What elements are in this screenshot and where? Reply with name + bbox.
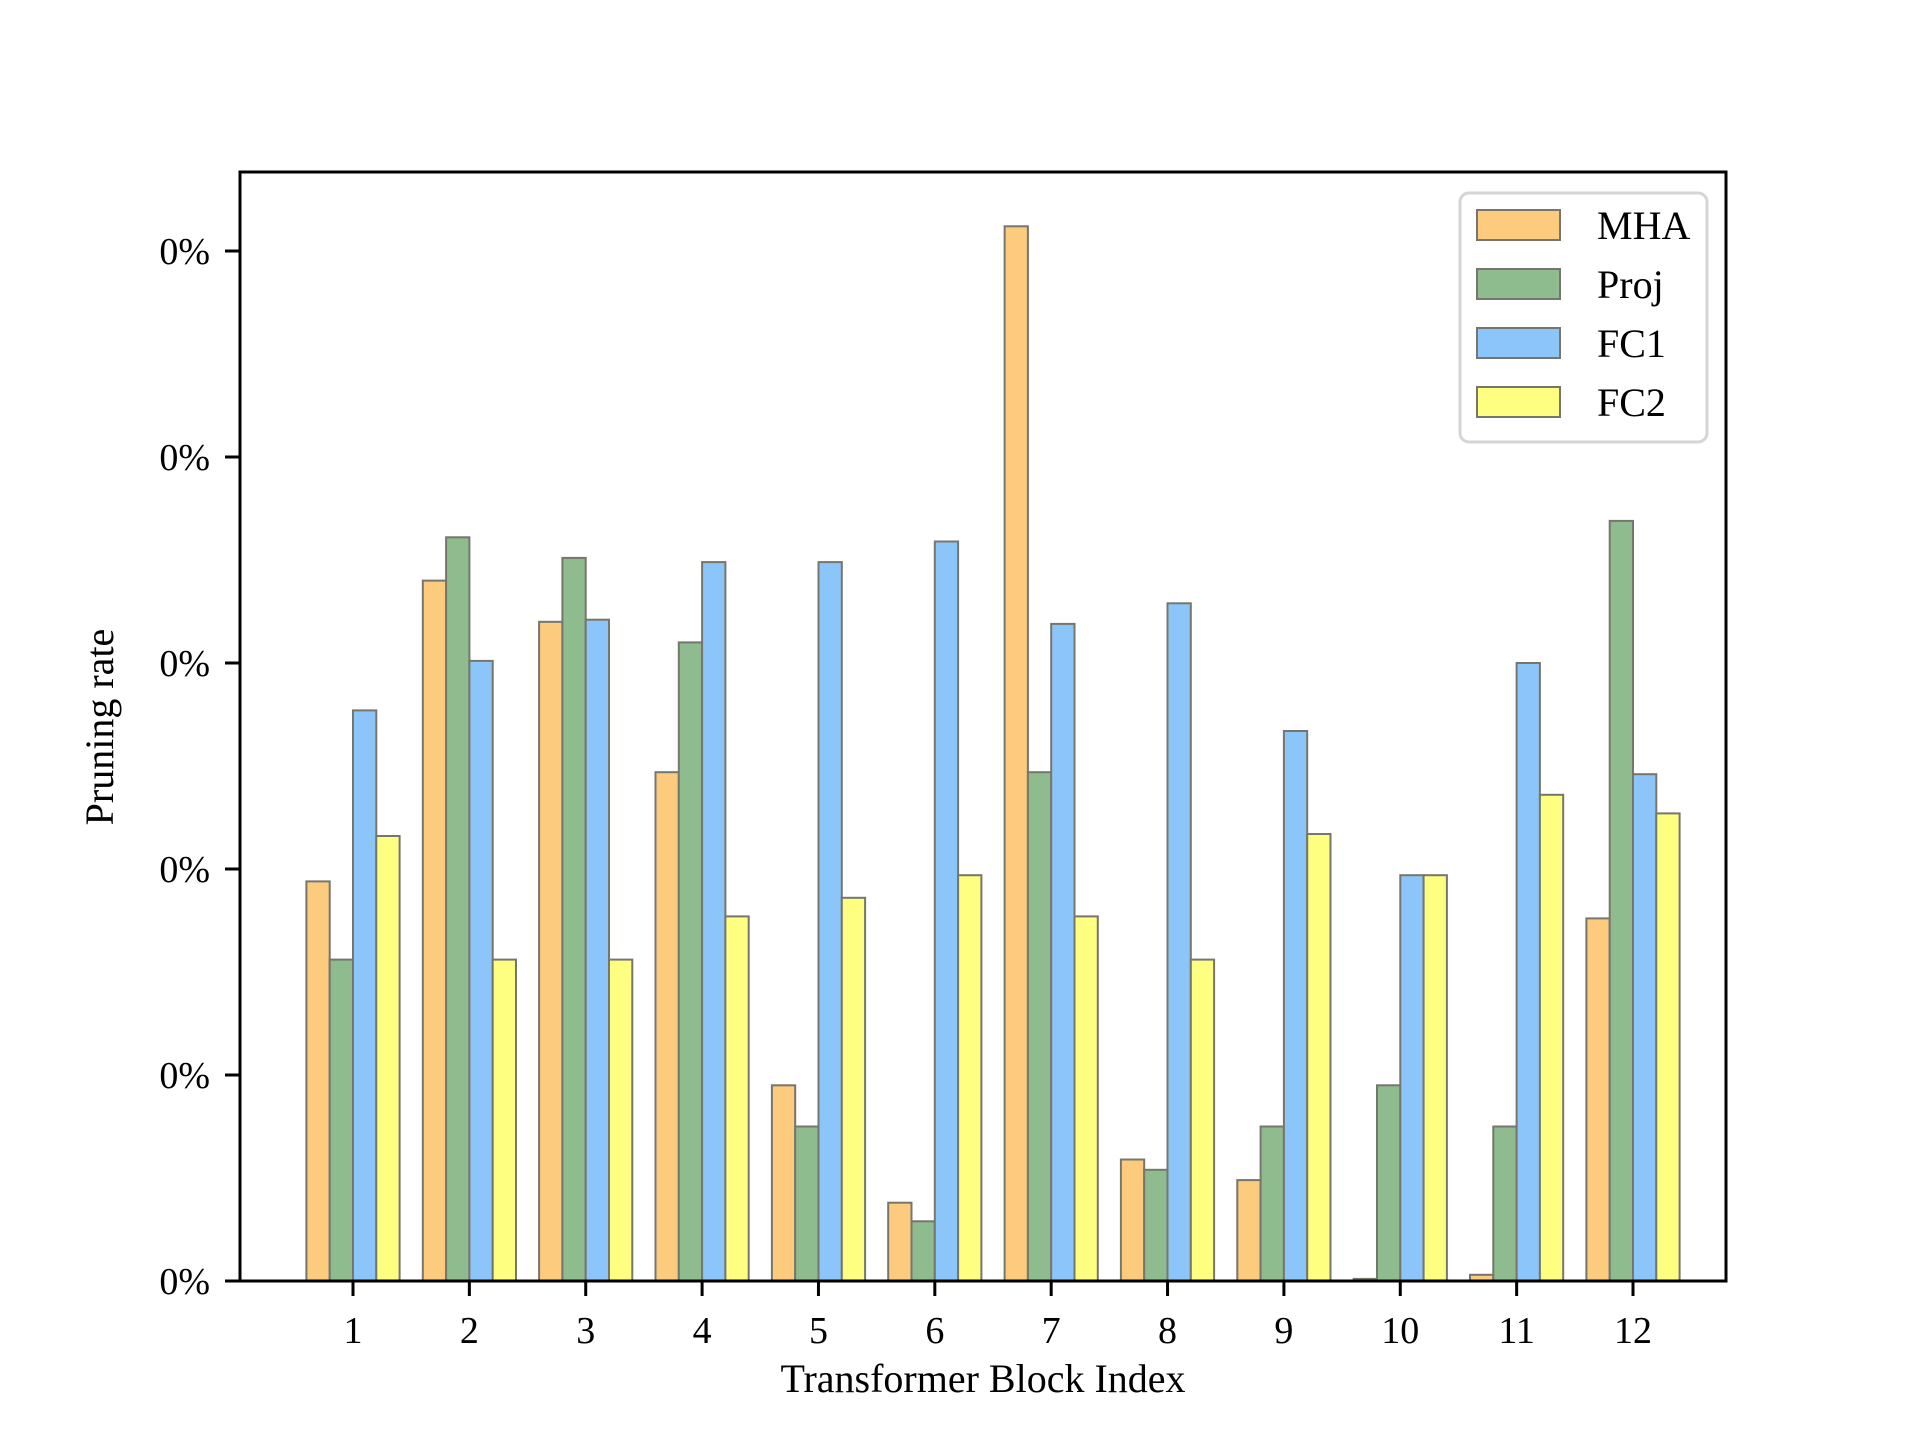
bar-proj-block10 bbox=[1376, 1084, 1402, 1283]
bar-fc2-block3 bbox=[608, 958, 634, 1282]
legend: MHA Proj FC1 FC2 bbox=[1458, 191, 1709, 444]
bar-fc1-block7 bbox=[1050, 622, 1076, 1282]
bar-proj-block12 bbox=[1608, 519, 1634, 1282]
bar-mha-block1 bbox=[305, 880, 331, 1283]
bar-fc2-block2 bbox=[491, 958, 518, 1282]
bar-fc1-block11 bbox=[1515, 662, 1541, 1282]
bar-proj-block5 bbox=[794, 1125, 820, 1282]
y-tick-label: 0% bbox=[159, 1055, 210, 1097]
plot-border bbox=[238, 170, 1728, 1283]
x-tick-label-10: 10 bbox=[1381, 1310, 1419, 1352]
legend-label-proj: Proj bbox=[1597, 262, 1664, 307]
bar-fc2-block10 bbox=[1422, 874, 1448, 1282]
legend-label-fc2: FC2 bbox=[1597, 380, 1666, 425]
y-tick-label: 0% bbox=[159, 1261, 210, 1303]
bar-fc2-block8 bbox=[1189, 958, 1216, 1282]
x-tick-label-12: 12 bbox=[1614, 1310, 1652, 1352]
bar-mha-block4 bbox=[654, 771, 680, 1282]
legend-label-fc1: FC1 bbox=[1597, 321, 1666, 366]
bar-mha-block9 bbox=[1236, 1179, 1262, 1282]
y-tick-label: 0% bbox=[159, 849, 210, 891]
bar-fc1-block6 bbox=[933, 540, 960, 1282]
bar-fc2-block6 bbox=[957, 874, 983, 1282]
bar-fc1-block4 bbox=[701, 561, 727, 1282]
x-tick-label-2: 2 bbox=[460, 1310, 479, 1352]
bar-fc1-block3 bbox=[584, 618, 611, 1282]
bar-fc1-block10 bbox=[1399, 874, 1425, 1282]
y-tick-label: 0% bbox=[159, 643, 210, 685]
bar-proj-block4 bbox=[677, 641, 704, 1282]
bar-proj-block2 bbox=[445, 536, 471, 1282]
x-tick-label-6: 6 bbox=[925, 1310, 944, 1352]
x-tick-label-3: 3 bbox=[576, 1310, 595, 1352]
bar-proj-block11 bbox=[1492, 1125, 1518, 1282]
x-tick-label-1: 1 bbox=[344, 1310, 363, 1352]
legend-swatch-fc1 bbox=[1476, 327, 1561, 359]
bar-fc1-block2 bbox=[468, 659, 494, 1282]
x-tick-label-5: 5 bbox=[809, 1310, 828, 1352]
legend-swatch-proj bbox=[1476, 268, 1561, 300]
x-tick-label-4: 4 bbox=[693, 1310, 712, 1352]
y-axis-ticks: 0% 0% 0% 0% 0% 0% bbox=[159, 231, 240, 1303]
bar-mha-block7 bbox=[1003, 225, 1029, 1282]
x-tick-label-8: 8 bbox=[1158, 1310, 1177, 1352]
bar-mha-block8 bbox=[1119, 1158, 1146, 1282]
bar-fc1-block12 bbox=[1632, 773, 1658, 1282]
bar-mha-block3 bbox=[538, 620, 564, 1282]
y-tick-label: 0% bbox=[159, 437, 210, 479]
bar-fc1-block9 bbox=[1282, 730, 1309, 1282]
bar-fc2-block1 bbox=[375, 835, 401, 1282]
bar-proj-block6 bbox=[910, 1220, 936, 1283]
x-axis-ticks: 1 2 3 4 5 6 7 8 9 10 11 12 bbox=[344, 1281, 1652, 1352]
bar-fc1-block1 bbox=[352, 709, 378, 1282]
bar-fc2-block4 bbox=[724, 915, 750, 1283]
bar-fc2-block12 bbox=[1655, 812, 1681, 1283]
x-tick-label-11: 11 bbox=[1498, 1310, 1535, 1352]
legend-swatch-mha bbox=[1476, 209, 1561, 241]
x-axis-title: Transformer Block Index bbox=[780, 1356, 1185, 1401]
bar-mha-block6 bbox=[887, 1201, 913, 1282]
bar-proj-block7 bbox=[1026, 771, 1053, 1282]
bar-fc2-block9 bbox=[1306, 833, 1332, 1282]
bar-mha-block5 bbox=[770, 1084, 797, 1283]
bar-fc2-block5 bbox=[840, 896, 867, 1282]
bar-fc2-block7 bbox=[1073, 915, 1099, 1283]
x-tick-label-9: 9 bbox=[1274, 1310, 1293, 1352]
bar-proj-block1 bbox=[328, 958, 355, 1282]
bar-proj-block9 bbox=[1259, 1125, 1285, 1282]
legend-label-mha: MHA bbox=[1597, 203, 1690, 248]
legend-box bbox=[1458, 191, 1709, 444]
x-tick-label-7: 7 bbox=[1042, 1310, 1061, 1352]
bar-fc1-block8 bbox=[1166, 602, 1192, 1282]
bar-fc1-block5 bbox=[817, 561, 843, 1282]
bar-proj-block8 bbox=[1143, 1168, 1169, 1283]
bar-fc2-block11 bbox=[1538, 793, 1565, 1282]
bar-mha-block2 bbox=[421, 579, 448, 1282]
bar-proj-block3 bbox=[561, 556, 587, 1282]
bar-mha-block12 bbox=[1585, 917, 1611, 1283]
y-tick-label: 0% bbox=[159, 231, 210, 273]
y-axis-title: Pruning rate bbox=[77, 629, 122, 826]
legend-swatch-fc2 bbox=[1476, 386, 1561, 418]
